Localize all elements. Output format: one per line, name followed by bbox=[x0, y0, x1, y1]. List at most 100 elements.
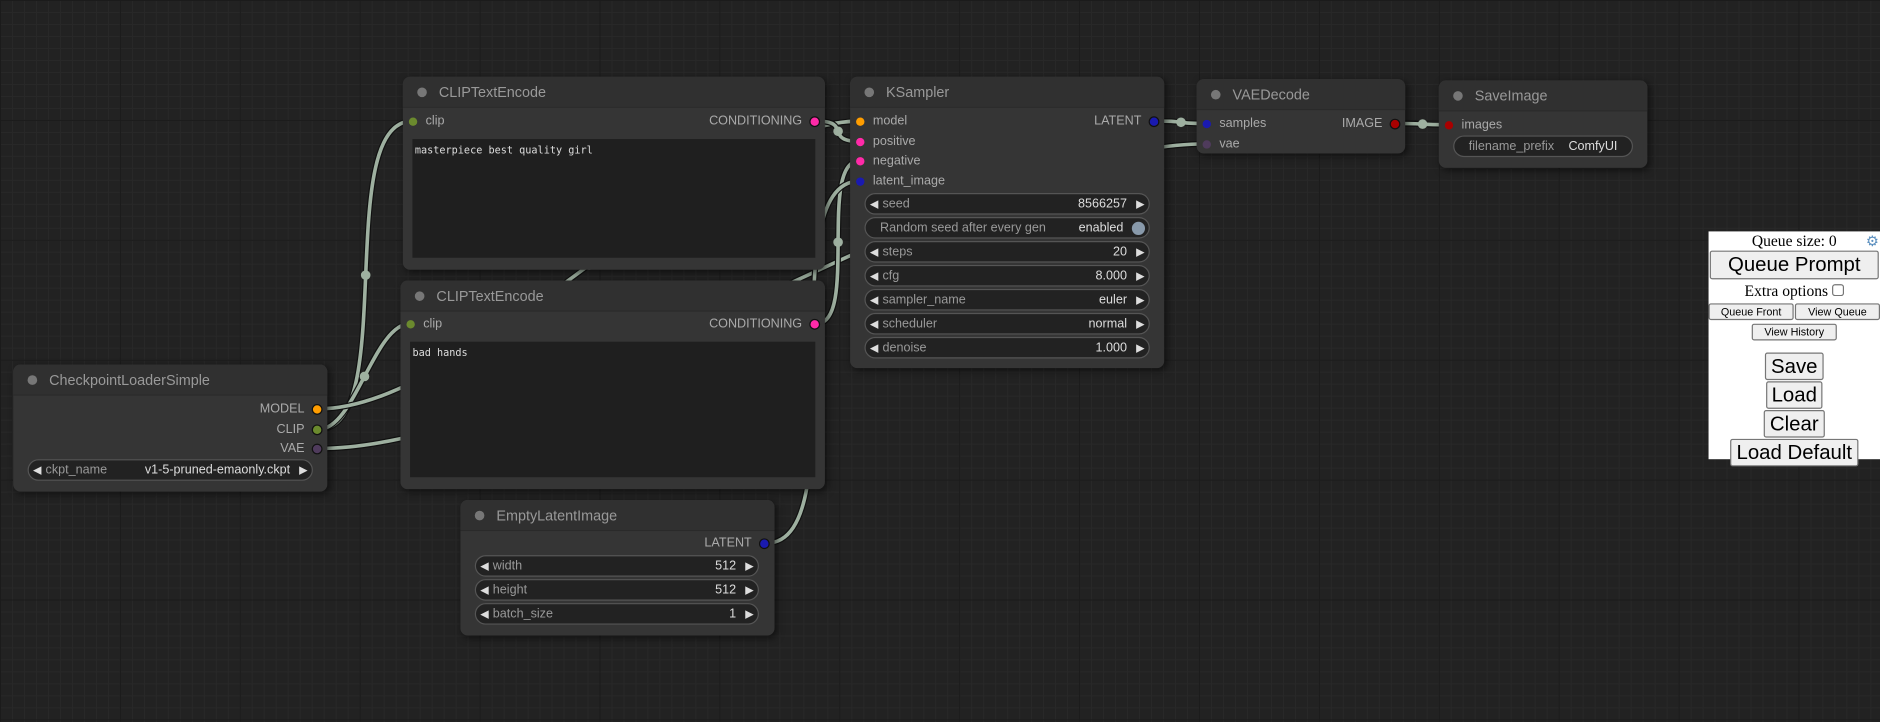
node-title-bar[interactable]: EmptyLatentImage bbox=[460, 499, 775, 532]
link-midpoint-handle[interactable] bbox=[833, 237, 843, 247]
clear-button[interactable]: Clear bbox=[1763, 410, 1825, 438]
input-slot-negative[interactable]: negative bbox=[856, 151, 920, 170]
node-title-bar[interactable]: SaveImage bbox=[1438, 80, 1648, 112]
latent-output-dot-icon[interactable] bbox=[758, 537, 770, 549]
increment-arrow-icon[interactable]: ▶ bbox=[745, 583, 754, 596]
latent-input-dot-icon[interactable] bbox=[856, 176, 865, 186]
prompt-textarea[interactable]: bad hands bbox=[410, 341, 816, 478]
conditioning-output-dot-icon[interactable] bbox=[809, 318, 821, 330]
latent-output-dot-icon[interactable] bbox=[1148, 115, 1160, 127]
node-title-bar[interactable]: VAEDecode bbox=[1196, 79, 1406, 111]
collapse-dot-icon[interactable] bbox=[474, 510, 485, 520]
widget-height[interactable]: ◀ height 512 ▶ bbox=[474, 579, 759, 601]
decrement-arrow-icon[interactable]: ◀ bbox=[869, 317, 879, 330]
decrement-arrow-icon[interactable]: ◀ bbox=[869, 197, 879, 210]
increment-arrow-icon[interactable]: ▶ bbox=[1136, 197, 1145, 210]
output-slot-clip[interactable]: CLIP bbox=[277, 420, 323, 439]
clip-input-dot-icon[interactable] bbox=[408, 116, 418, 126]
node-title-bar[interactable]: CLIPTextEncode bbox=[400, 280, 825, 312]
widget-denoise[interactable]: ◀ denoise 1.000 ▶ bbox=[864, 336, 1150, 359]
vae-output-dot-icon[interactable] bbox=[311, 443, 323, 454]
node-checkpoint[interactable]: CheckpointLoaderSimple MODEL CLIP VAE ◀ ckpt_… bbox=[13, 364, 328, 492]
decrement-arrow-icon[interactable]: ◀ bbox=[869, 269, 879, 282]
image-input-dot-icon[interactable] bbox=[1444, 120, 1454, 129]
link-midpoint-handle[interactable] bbox=[1417, 119, 1428, 129]
output-slot-conditioning[interactable]: CONDITIONING bbox=[709, 314, 821, 333]
output-slot-image[interactable]: IMAGE bbox=[1342, 114, 1401, 133]
widget-width[interactable]: ◀ width 512 ▶ bbox=[474, 555, 759, 577]
input-slot-images[interactable]: images bbox=[1444, 115, 1502, 134]
output-slot-model[interactable]: MODEL bbox=[260, 399, 323, 418]
widget-batch-size[interactable]: ◀ batch_size 1 ▶ bbox=[474, 603, 759, 625]
input-slot-latent_image[interactable]: latent_image bbox=[856, 171, 945, 190]
node-clip-neg[interactable]: CLIPTextEncode clip CONDITIONING bad hands bbox=[400, 280, 825, 490]
decrement-arrow-icon[interactable]: ◀ bbox=[480, 607, 489, 620]
output-slot-vae[interactable]: VAE bbox=[280, 439, 323, 458]
increment-arrow-icon[interactable]: ▶ bbox=[299, 463, 308, 476]
node-title-bar[interactable]: CLIPTextEncode bbox=[402, 76, 825, 108]
gear-icon[interactable]: ⚙ bbox=[1865, 232, 1879, 250]
decrement-arrow-icon[interactable]: ◀ bbox=[480, 559, 489, 572]
model-input-dot-icon[interactable] bbox=[856, 116, 865, 126]
widget-cfg[interactable]: ◀ cfg 8.000 ▶ bbox=[864, 264, 1150, 287]
widget-filename-prefix[interactable]: filename_prefix ComfyUI bbox=[1453, 135, 1634, 158]
image-output-dot-icon[interactable] bbox=[1389, 118, 1401, 129]
increment-arrow-icon[interactable]: ▶ bbox=[745, 607, 754, 620]
widget-seed[interactable]: ◀ seed 8566257 ▶ bbox=[864, 193, 1150, 215]
output-slot-conditioning[interactable]: CONDITIONING bbox=[709, 112, 821, 131]
latent-input-dot-icon[interactable] bbox=[1202, 119, 1211, 128]
prompt-textarea[interactable]: masterpiece best quality girl bbox=[412, 139, 816, 258]
input-slot-clip[interactable]: clip bbox=[406, 314, 442, 333]
decrement-arrow-icon[interactable]: ◀ bbox=[869, 341, 879, 354]
collapse-dot-icon[interactable] bbox=[414, 290, 425, 301]
widget-steps[interactable]: ◀ steps 20 ▶ bbox=[864, 240, 1150, 263]
node-empty-latent[interactable]: EmptyLatentImage LATENT ◀ width 512 ▶ ◀ height 5… bbox=[460, 499, 775, 636]
increment-arrow-icon[interactable]: ▶ bbox=[1136, 317, 1145, 330]
decrement-arrow-icon[interactable]: ◀ bbox=[480, 583, 489, 596]
load-default-button[interactable]: Load Default bbox=[1730, 438, 1859, 467]
node-ksampler[interactable]: KSampler model positive negative latent_imag… bbox=[850, 76, 1165, 369]
collapse-dot-icon[interactable] bbox=[864, 86, 875, 97]
input-slot-vae[interactable]: vae bbox=[1202, 134, 1240, 153]
node-title-bar[interactable]: KSampler bbox=[850, 76, 1165, 108]
input-slot-samples[interactable]: samples bbox=[1202, 114, 1266, 133]
view-queue-button[interactable]: View Queue bbox=[1794, 303, 1880, 321]
node-clip-pos[interactable]: CLIPTextEncode clip CONDITIONING masterpiec… bbox=[402, 76, 825, 270]
input-slot-model[interactable]: model bbox=[856, 112, 907, 131]
input-slot-clip[interactable]: clip bbox=[408, 112, 445, 131]
widget-sampler-name[interactable]: ◀ sampler_name euler ▶ bbox=[864, 288, 1150, 311]
conditioning-input-dot-icon[interactable] bbox=[856, 137, 865, 146]
view-history-button[interactable]: View History bbox=[1751, 323, 1837, 341]
input-slot-positive[interactable]: positive bbox=[856, 132, 916, 151]
decrement-arrow-icon[interactable]: ◀ bbox=[33, 463, 42, 476]
queue-prompt-button[interactable]: Queue Prompt bbox=[1709, 250, 1879, 280]
queue-front-button[interactable]: Queue Front bbox=[1708, 303, 1794, 321]
widget-random-seed-after-every-gen[interactable]: Random seed after every gen enabled bbox=[864, 217, 1150, 239]
node-save-image[interactable]: SaveImage images filename_prefix ComfyUI bbox=[1438, 80, 1648, 168]
increment-arrow-icon[interactable]: ▶ bbox=[745, 559, 754, 572]
link-midpoint-handle[interactable] bbox=[360, 270, 371, 280]
increment-arrow-icon[interactable]: ▶ bbox=[1136, 341, 1145, 354]
increment-arrow-icon[interactable]: ▶ bbox=[1136, 293, 1145, 306]
decrement-arrow-icon[interactable]: ◀ bbox=[869, 245, 879, 258]
toggle-knob-icon[interactable] bbox=[1131, 221, 1146, 235]
link-midpoint-handle[interactable] bbox=[833, 126, 843, 137]
clip-output-dot-icon[interactable] bbox=[311, 423, 323, 435]
decrement-arrow-icon[interactable]: ◀ bbox=[869, 293, 879, 306]
collapse-dot-icon[interactable] bbox=[27, 374, 38, 385]
extra-options-checkbox[interactable] bbox=[1832, 284, 1844, 297]
model-output-dot-icon[interactable] bbox=[311, 403, 323, 415]
collapse-dot-icon[interactable] bbox=[1453, 90, 1463, 101]
link-midpoint-handle[interactable] bbox=[1176, 117, 1186, 128]
widget-scheduler[interactable]: ◀ scheduler normal ▶ bbox=[864, 312, 1150, 335]
node-title-bar[interactable]: CheckpointLoaderSimple bbox=[13, 364, 328, 396]
output-slot-latent[interactable]: LATENT bbox=[704, 534, 770, 553]
clip-input-dot-icon[interactable] bbox=[406, 319, 415, 328]
conditioning-output-dot-icon[interactable] bbox=[809, 115, 821, 127]
collapse-dot-icon[interactable] bbox=[1210, 89, 1221, 99]
link-midpoint-handle[interactable] bbox=[359, 371, 370, 382]
save-button[interactable]: Save bbox=[1765, 352, 1824, 381]
node-vae-decode[interactable]: VAEDecode samples vae IMAGE bbox=[1196, 79, 1406, 154]
load-button[interactable]: Load bbox=[1765, 381, 1823, 409]
